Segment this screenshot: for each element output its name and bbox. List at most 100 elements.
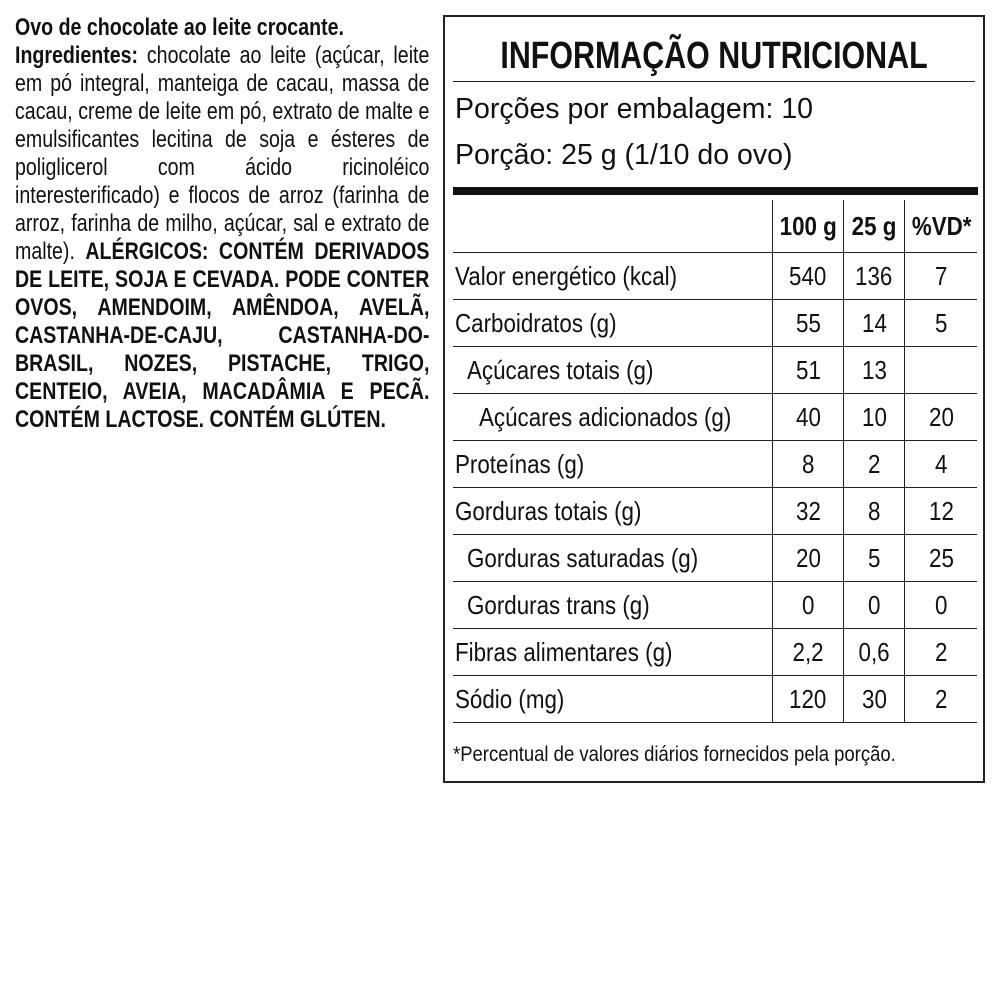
nutrient-value: 2,2 (792, 636, 824, 667)
nutrient-value-cell: 2 (904, 628, 977, 676)
nutrient-row: Gorduras saturadas (g) 20 5 25 (453, 534, 977, 582)
nutrient-value-cell: 20 (904, 393, 977, 441)
nutrient-value: 7 (934, 260, 948, 291)
nutrition-title-text: INFORMAÇÃO NUTRICIONAL (500, 35, 928, 77)
nutrient-label: Açúcares totais (g) (467, 354, 654, 385)
nutrient-value: 2 (934, 636, 948, 667)
nutrition-table: 100 g 25 g %VD* Valor energético (kcal) 540 1… (453, 200, 977, 723)
nutrition-panel: INFORMAÇÃO NUTRICIONAL Porções por embal… (443, 15, 985, 783)
nutrient-label-cell: Açúcares adicionados (g) (453, 393, 774, 441)
nutrient-label: Valor energético (kcal) (455, 260, 678, 291)
nutrient-value-cell: 20 (772, 534, 844, 582)
nutrient-label-cell: Gorduras saturadas (g) (453, 534, 774, 582)
nutrient-value-cell: 120 (772, 675, 844, 723)
nutrient-value-cell: 55 (772, 299, 844, 347)
nutrient-value-cell: 8 (772, 440, 844, 488)
nutrient-value-cell: 2 (842, 440, 906, 488)
nutrient-value-cell: 40 (772, 393, 844, 441)
nutrient-value: 20 (928, 401, 954, 432)
nutrient-value: 14 (861, 307, 887, 338)
nutrient-value-cell: 10 (842, 393, 906, 441)
nutrient-row: Fibras alimentares (g) 2,2 0,6 2 (453, 628, 977, 676)
serving: Porção: 25 g (1/10 do ovo) (455, 139, 793, 171)
nutrient-value: 13 (861, 354, 887, 385)
nutrient-value: 55 (795, 307, 821, 338)
nutrient-value-cell: 2,2 (772, 628, 844, 676)
nutrient-label: Açúcares adicionados (g) (479, 401, 732, 432)
nutrient-value-cell (904, 346, 977, 394)
nutrient-value-cell: 0,6 (842, 628, 906, 676)
nutrient-label-cell: Gorduras trans (g) (453, 581, 774, 629)
nutrient-value-cell: 0 (772, 581, 844, 629)
thick-divider (453, 187, 978, 195)
allergens-label: ALÉRGICOS: (85, 238, 209, 265)
ingredients-block: Ovo de chocolate ao leite crocante. Ingr… (15, 14, 429, 434)
nutrient-value-cell: 0 (904, 581, 977, 629)
nutrient-value: 0 (801, 589, 815, 620)
allergens-text: CONTÉM DERIVADOS DE LEITE, SOJA E CEVADA… (15, 238, 430, 433)
nutrient-value: 0 (867, 589, 881, 620)
nutrient-value: 10 (861, 401, 887, 432)
nutrient-value-cell: 0 (842, 581, 906, 629)
header-text: %VD* (911, 210, 972, 241)
nutrient-value: 8 (801, 448, 815, 479)
header-text: 100 g (779, 210, 837, 241)
header-text: 25 g (851, 210, 897, 241)
product-name-text: Ovo de chocolate ao leite crocante. (15, 14, 344, 41)
ingredients-text: chocolate ao leite (açúcar, leite em pó … (15, 42, 430, 265)
nutrient-value-cell: 5 (842, 534, 906, 582)
nutrient-value-cell: 12 (904, 487, 977, 535)
nutrient-label: Gorduras trans (g) (467, 589, 650, 620)
divider (453, 81, 975, 82)
nutrient-value: 30 (861, 683, 887, 714)
nutrient-value: 0 (934, 589, 948, 620)
nutrient-value-cell: 136 (842, 252, 906, 300)
nutrient-value-cell: 25 (904, 534, 977, 582)
nutrient-value-cell: 5 (904, 299, 977, 347)
nutrient-label-cell: Proteínas (g) (453, 440, 774, 488)
nutrient-value: 136 (855, 260, 893, 291)
nutrient-value: 40 (795, 401, 821, 432)
servings: Porções por embalagem: 10 (455, 93, 814, 125)
header-cell: 100 g (772, 200, 844, 253)
nutrient-label-cell: Gorduras totais (g) (453, 487, 774, 535)
nutrient-value: 5 (934, 307, 948, 338)
nutrient-label: Proteínas (g) (455, 448, 585, 479)
nutrient-label-cell: Açúcares totais (g) (453, 346, 774, 394)
nutrient-value-cell: 51 (772, 346, 844, 394)
nutrient-value: 51 (795, 354, 821, 385)
nutrient-row: Açúcares adicionados (g) 40 10 20 (453, 393, 977, 441)
nutrient-label-cell: Carboidratos (g) (453, 299, 774, 347)
nutrient-value: 2 (934, 683, 948, 714)
nutrient-label: Gorduras totais (g) (455, 495, 642, 526)
ingredients-paragraph: Ingredientes: chocolate ao leite (açúcar… (15, 42, 429, 434)
nutrient-value-cell: 32 (772, 487, 844, 535)
nutrient-label: Gorduras saturadas (g) (467, 542, 699, 573)
nutrient-row: Açúcares totais (g) 51 13 (453, 346, 977, 394)
header-cell: 25 g (842, 200, 906, 253)
nutrient-value: 32 (795, 495, 821, 526)
nutrient-value-cell: 13 (842, 346, 906, 394)
nutrient-value-cell: 540 (772, 252, 844, 300)
nutrient-row: Carboidratos (g) 55 14 5 (453, 299, 977, 347)
nutrient-row: Gorduras trans (g) 0 0 0 (453, 581, 977, 629)
nutrient-value: 5 (867, 542, 881, 573)
nutrient-value: 120 (789, 683, 827, 714)
nutrient-label: Sódio (mg) (455, 683, 565, 714)
ingredients-label: Ingredientes: (15, 42, 139, 69)
nutrient-value-cell: 2 (904, 675, 977, 723)
header-cell: %VD* (904, 200, 977, 253)
footnote-text: *Percentual de valores diários fornecido… (453, 743, 896, 766)
nutrient-label-cell: Valor energético (kcal) (453, 252, 774, 300)
nutrient-label: Fibras alimentares (g) (455, 636, 673, 667)
nutrient-value: 4 (934, 448, 948, 479)
nutrient-value: 2 (867, 448, 881, 479)
nutrient-value-cell: 30 (842, 675, 906, 723)
nutrient-value: 540 (789, 260, 827, 291)
nutrient-label-cell: Sódio (mg) (453, 675, 774, 723)
nutrient-value: 25 (928, 542, 954, 573)
nutrient-row: Sódio (mg) 120 30 2 (453, 675, 977, 723)
nutrient-value-cell: 7 (904, 252, 977, 300)
nutrient-label-cell: Fibras alimentares (g) (453, 628, 774, 676)
